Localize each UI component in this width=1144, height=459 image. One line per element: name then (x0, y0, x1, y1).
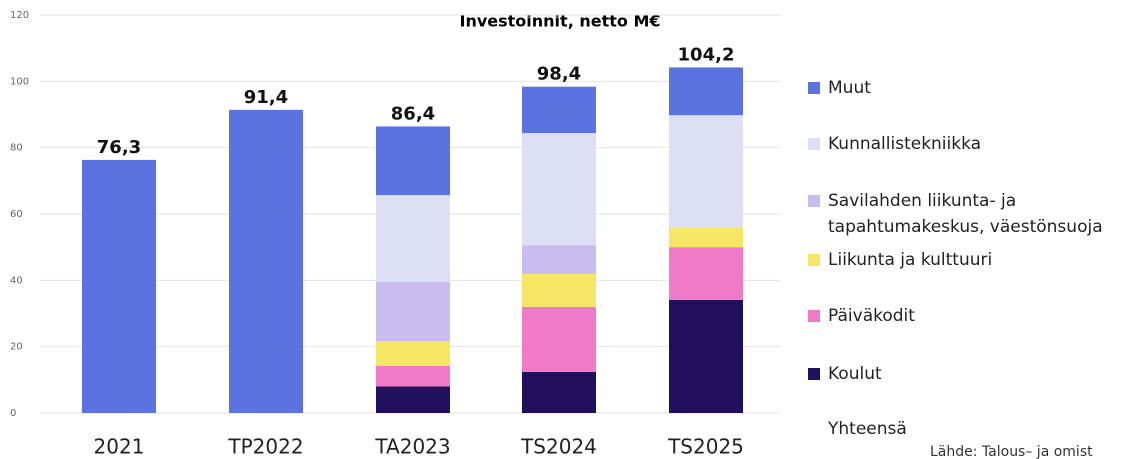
legend-label: Yhteensä (828, 419, 907, 439)
bar-segment (229, 109, 303, 414)
bar-segment (669, 67, 743, 116)
legend-label: Koulut (828, 364, 882, 384)
bar-segment (82, 159, 156, 413)
legend-label: Liikunta ja kulttuuri (828, 250, 993, 270)
bar-segment (669, 247, 743, 300)
legend-swatch (808, 195, 820, 207)
legend-swatch (808, 310, 820, 322)
source: Lähde: Talous– ja omist (930, 444, 1093, 459)
x-tick-label: TS2024 (520, 435, 597, 459)
y-tick-label: 0 (10, 408, 16, 419)
bar-segment (376, 195, 450, 282)
x-tick-label: TP2022 (227, 435, 303, 459)
legend-label: Kunnallistekniikka (828, 134, 982, 154)
chart-title: Investoinnit, netto M€ (460, 12, 661, 31)
legend-label: Muut (828, 78, 871, 98)
y-tick-label: 20 (10, 342, 23, 353)
legend-swatch (808, 138, 820, 150)
bar-segment (376, 365, 450, 387)
bar-segment (522, 274, 596, 307)
bar-segment (669, 115, 743, 228)
bar-segment (522, 245, 596, 275)
y-tick-label: 100 (10, 76, 29, 87)
total-label: 86,4 (391, 103, 435, 124)
bar-segment (376, 386, 450, 413)
x-tick-label: TA2023 (374, 435, 450, 459)
legend-swatch (808, 82, 820, 94)
bar-segment (522, 86, 596, 134)
bar-segment (522, 133, 596, 246)
total-label: 91,4 (244, 87, 288, 108)
y-tick-label: 60 (10, 209, 23, 220)
bar-segment (669, 299, 743, 413)
legend-label: Savilahden liikunta- ja tapahtumakeskus,… (828, 191, 1103, 237)
y-tick-label: 120 (10, 10, 29, 21)
bar-segment (522, 371, 596, 413)
legend-swatch (808, 368, 820, 380)
total-label: 104,2 (678, 44, 735, 65)
bar-segment (376, 341, 450, 366)
bar-segment (522, 306, 596, 372)
bar-segment (376, 281, 450, 342)
total-label: 98,4 (537, 64, 581, 85)
legend-swatch (808, 254, 820, 266)
x-tick-label: TS2025 (667, 435, 744, 459)
bar-segment (376, 126, 450, 196)
y-tick-label: 40 (10, 275, 23, 286)
total-label: 76,3 (97, 137, 141, 158)
legend-label: Päiväkodit (828, 306, 915, 326)
bar-segment (669, 227, 743, 248)
x-tick-label: 2021 (94, 435, 145, 459)
y-tick-label: 80 (10, 143, 23, 154)
